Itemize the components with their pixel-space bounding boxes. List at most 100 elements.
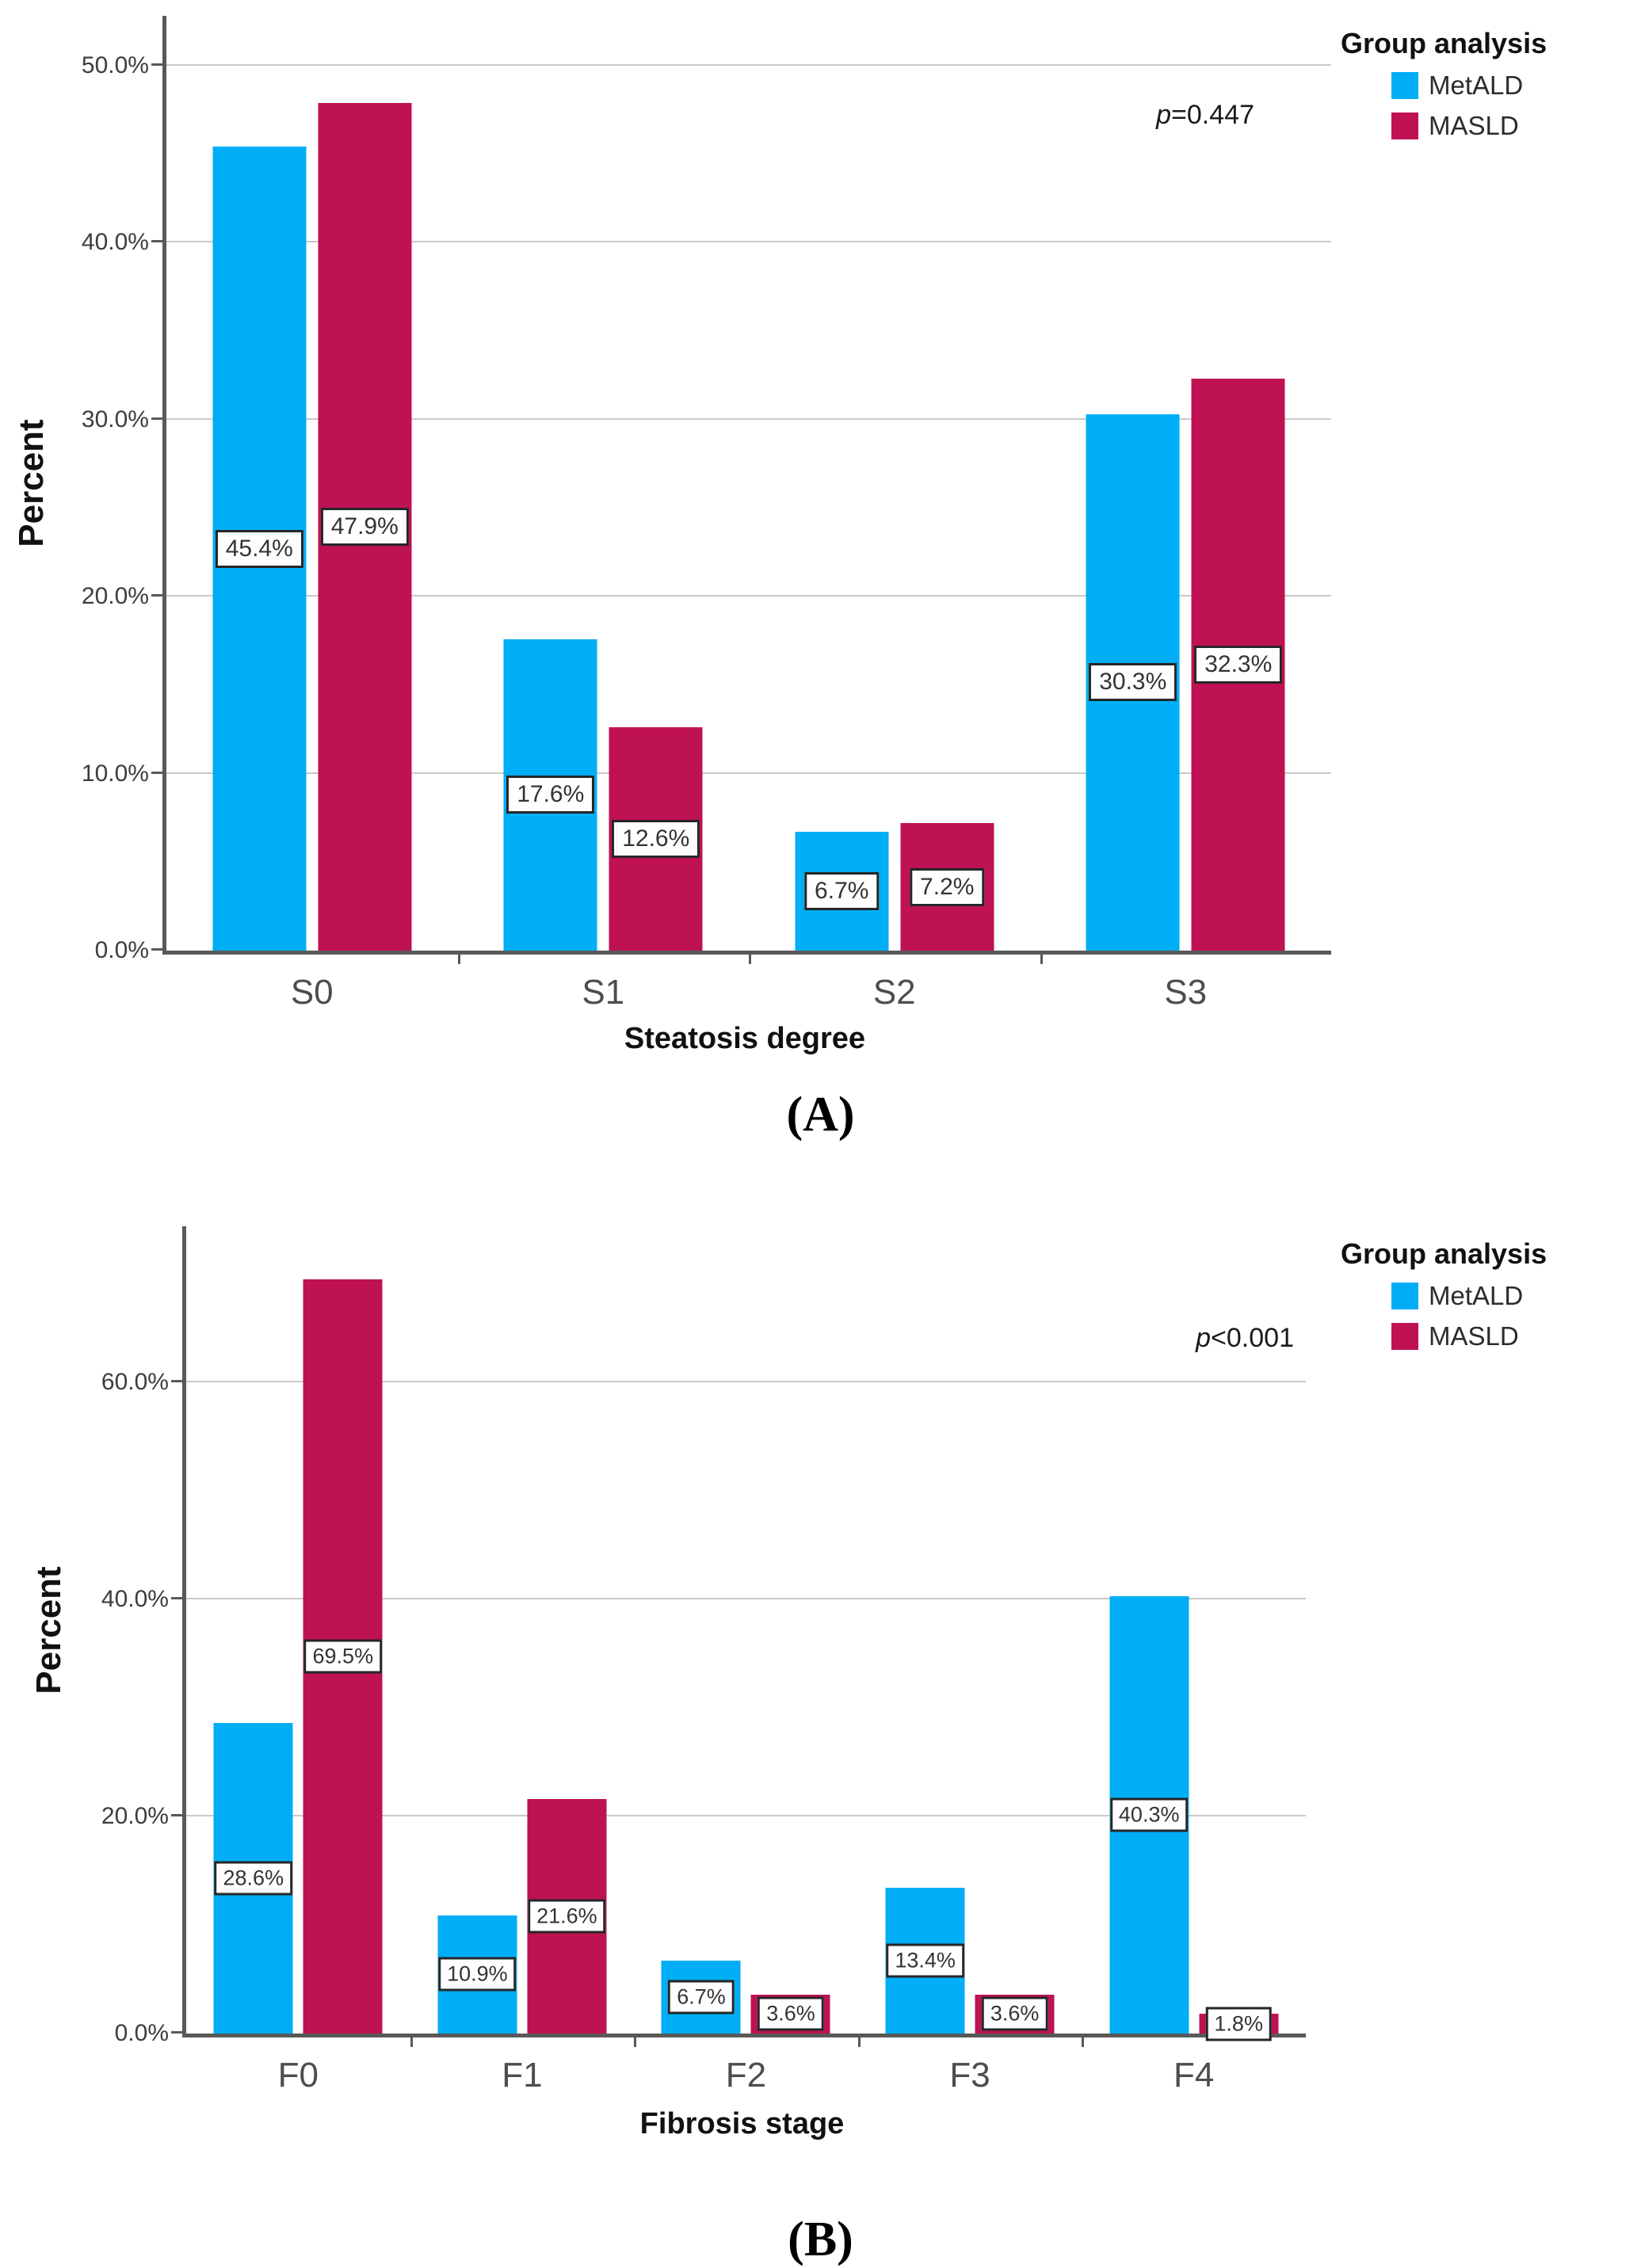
panel-b-fibrosis-chart: Percent 0.0% 20.0% 40.0% 60.0% 28.6% 69.5% F0 1… <box>0 1157 1641 2266</box>
bar-metald-s0: 45.4% <box>212 147 307 951</box>
metald-color-swatch <box>1391 1283 1418 1309</box>
y-axis-title: Percent <box>29 1566 68 1694</box>
panel-a-steatosis-chart: Percent 0.0% 10.0% 20.0% 30.0% 40.0% 50.0% 45.… <box>12 16 1634 1142</box>
bar-masld-s3: 32.3% <box>1191 379 1285 951</box>
legend-title: Group analysis <box>1341 27 1548 59</box>
y-axis-tick <box>171 1380 182 1383</box>
bar-metald-s2: 6.7% <box>795 832 889 951</box>
bar-pair: 13.4% 3.6% <box>885 1888 1055 2034</box>
value-label-metald-f1: 10.9% <box>438 1957 517 1992</box>
value-label-metald-s3: 30.3% <box>1089 663 1177 702</box>
y-axis-tick <box>151 594 162 597</box>
value-label-masld-s3: 32.3% <box>1194 646 1283 684</box>
bar-masld-f1: 21.6% <box>527 1799 607 2034</box>
value-label-metald-s0: 45.4% <box>215 529 303 568</box>
x-category-label-s1: S1 <box>582 973 625 1012</box>
legend-item-masld: MASLD <box>1391 1321 1634 1351</box>
bar-pair: 6.7% 7.2% <box>795 823 994 951</box>
x-axis-title: Fibrosis stage <box>639 2107 845 2140</box>
y-axis-tick <box>151 417 162 420</box>
gridline <box>166 595 1331 597</box>
value-label-metald-f0: 28.6% <box>214 1861 293 1896</box>
x-axis-tick <box>1040 955 1043 964</box>
masld-color-swatch <box>1391 1323 1418 1350</box>
gridline <box>166 772 1331 774</box>
x-category-label-f4: F4 <box>1174 2056 1215 2095</box>
value-label-masld-s2: 7.2% <box>910 867 985 906</box>
legend-label-masld: MASLD <box>1429 1321 1519 1351</box>
bar-metald-f2: 6.7% <box>661 1961 741 2034</box>
bar-pair: 40.3% 1.8% <box>1109 1596 1279 2041</box>
legend-item-metald: MetALD <box>1391 71 1634 101</box>
gridline <box>166 417 1331 420</box>
legend: Group analysis MetALD MASLD <box>1341 27 1634 141</box>
y-axis-tick <box>171 2031 182 2034</box>
bar-group-f4: 40.3% 1.8% F4 <box>1082 1226 1306 2095</box>
bar-pair: 10.9% 21.6% <box>437 1799 607 2034</box>
bar-metald-s3: 30.3% <box>1086 414 1180 951</box>
p-value: p=0.447 <box>1156 100 1254 130</box>
bar-metald-f3: 13.4% <box>885 1888 965 2034</box>
bar-group-f3: 13.4% 3.6% F3 <box>858 1226 1082 2095</box>
y-axis-tick <box>151 948 162 951</box>
masld-color-swatch <box>1391 112 1418 139</box>
x-category-label-f1: F1 <box>502 2056 543 2095</box>
bar-masld-s2: 7.2% <box>900 823 994 951</box>
y-axis-tick-label: 50.0% <box>81 51 149 78</box>
value-label-masld-f2: 3.6% <box>758 1996 824 2031</box>
value-label-metald-s2: 6.7% <box>804 872 880 911</box>
bar-masld-f2: 3.6% <box>750 1994 830 2034</box>
value-label-masld-f0: 69.5% <box>303 1639 383 1674</box>
bar-metald-f4: 40.3% <box>1109 1596 1189 2034</box>
bar-group-s3: 30.3% 32.3% S3 <box>1040 16 1332 1012</box>
bar-metald-f0: 28.6% <box>213 1723 293 2034</box>
legend-label-metald: MetALD <box>1429 71 1524 100</box>
gridline <box>186 1598 1306 1600</box>
bar-masld-f4: 1.8% <box>1199 2007 1279 2041</box>
bar-masld-s0: 47.9% <box>318 102 412 951</box>
bar-group-s1: 17.6% 12.6% S1 <box>458 16 750 1012</box>
gridline <box>166 241 1331 243</box>
value-label-masld-f3: 3.6% <box>981 1996 1048 2031</box>
y-axis-tick <box>151 771 162 774</box>
gridline <box>166 63 1331 66</box>
legend-item-metald: MetALD <box>1391 1281 1634 1311</box>
value-label-masld-f4: 1.8% <box>1205 2007 1272 2041</box>
y-axis-tick-label: 60.0% <box>101 1369 169 1396</box>
value-label-metald-s1: 17.6% <box>506 776 595 814</box>
x-axis-tick <box>1082 2037 1085 2047</box>
y-axis-tick <box>171 1597 182 1600</box>
metald-color-swatch <box>1391 72 1418 99</box>
bar-pair: 28.6% 69.5% <box>213 1279 383 2034</box>
value-label-metald-f3: 13.4% <box>886 1943 964 1978</box>
legend-label-metald: MetALD <box>1429 1281 1524 1310</box>
y-axis-title: Percent <box>12 419 51 547</box>
bar-metald-s1: 17.6% <box>503 638 597 951</box>
y-axis-tick <box>151 63 162 66</box>
bar-pair: 17.6% 12.6% <box>503 638 703 951</box>
x-axis-tick <box>857 2037 861 2047</box>
y-axis-tick-label: 0.0% <box>114 2020 169 2046</box>
legend: Group analysis MetALD MASLD <box>1341 1237 1634 1351</box>
plot-area: 0.0% 20.0% 40.0% 60.0% 28.6% 69.5% F0 10.9% 21.6… <box>101 1226 1306 2095</box>
y-axis-tick-label: 10.0% <box>81 760 149 787</box>
x-axis-tick <box>410 2037 413 2047</box>
y-axis-tick-label: 0.0% <box>94 937 149 963</box>
bar-group-f1: 10.9% 21.6% F1 <box>410 1226 635 2095</box>
value-label-masld-s0: 47.9% <box>320 507 409 546</box>
bar-masld-s1: 12.6% <box>609 727 703 951</box>
bar-pair: 45.4% 47.9% <box>212 102 412 951</box>
y-axis-tick-label: 40.0% <box>81 229 149 256</box>
y-axis-tick-label: 40.0% <box>101 1586 169 1613</box>
value-label-metald-f4: 40.3% <box>1109 1797 1189 1832</box>
bar-pair: 6.7% 3.6% <box>661 1961 830 2034</box>
bar-metald-f1: 10.9% <box>437 1915 517 2034</box>
y-axis-tick <box>171 1814 182 1817</box>
x-category-label-s2: S2 <box>872 973 916 1012</box>
gridline <box>186 1381 1306 1383</box>
legend-label-masld: MASLD <box>1429 111 1519 140</box>
bar-masld-f3: 3.6% <box>975 1994 1055 2034</box>
value-label-masld-s1: 12.6% <box>612 820 700 859</box>
p-value: p<0.001 <box>1196 1323 1294 1353</box>
y-axis-tick-label: 20.0% <box>101 1803 169 1830</box>
